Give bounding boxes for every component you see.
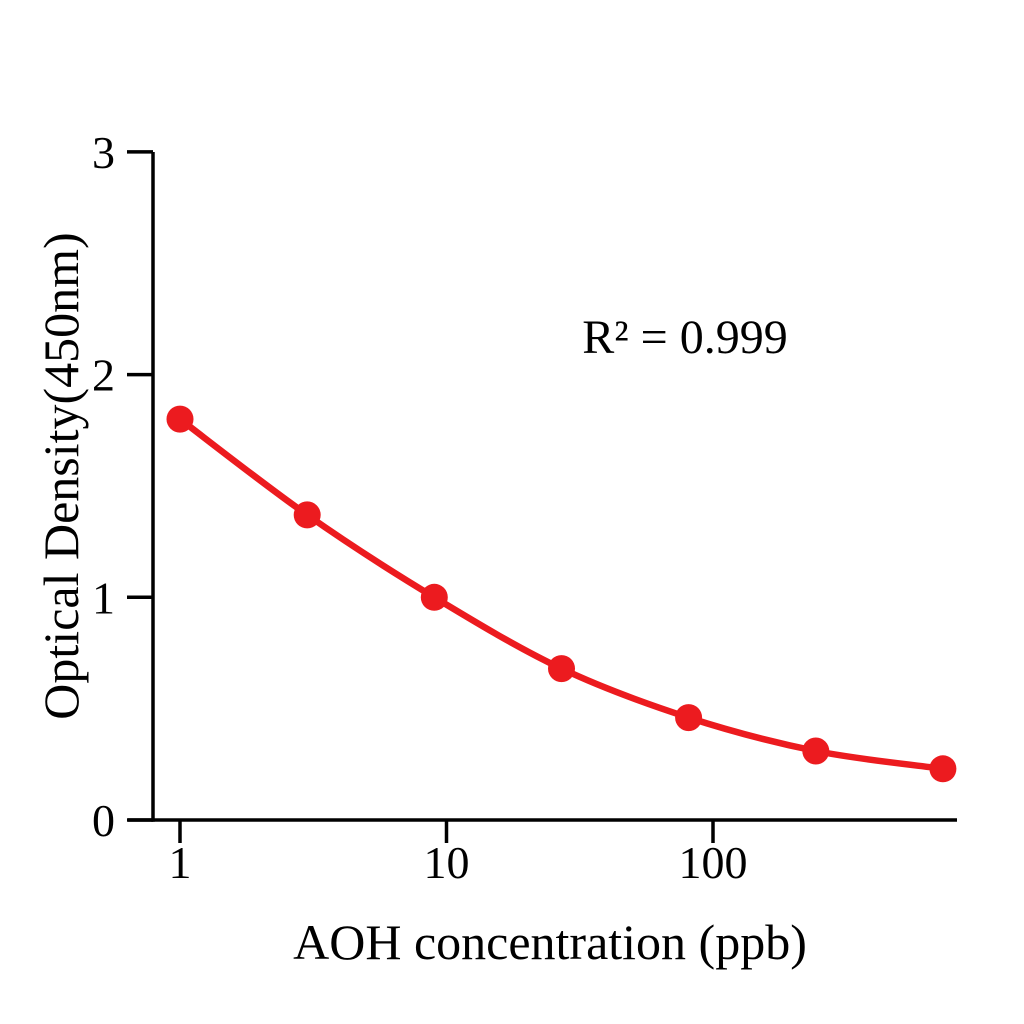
axes-group: [128, 152, 957, 822]
y-tick-label: 1: [92, 572, 115, 623]
data-point-marker: [293, 501, 321, 529]
data-point-marker: [929, 755, 957, 783]
data-point-marker: [675, 704, 703, 732]
x-axis-title: AOH concentration (ppb): [293, 914, 807, 970]
data-point-marker: [548, 655, 575, 683]
y-tick-label: 2: [92, 350, 115, 401]
curve-line: [176, 415, 947, 773]
series-group: [166, 405, 957, 783]
data-point-marker: [420, 583, 448, 611]
r-squared-annotation: R² = 0.999: [582, 311, 787, 364]
tick-group: [127, 150, 715, 843]
x-tick-label: 100: [679, 837, 748, 888]
y-tick-label: 3: [92, 127, 115, 178]
x-tick-label: 10: [424, 837, 470, 888]
data-point-marker: [166, 405, 194, 433]
y-axis-title: Optical Density(450nm): [33, 232, 89, 719]
y-tick-label: 0: [92, 795, 115, 846]
x-tick-label: 1: [169, 837, 192, 888]
tick-label-group: 0 1 2 3 1 10 100: [92, 127, 748, 888]
data-point-marker: [802, 737, 830, 765]
